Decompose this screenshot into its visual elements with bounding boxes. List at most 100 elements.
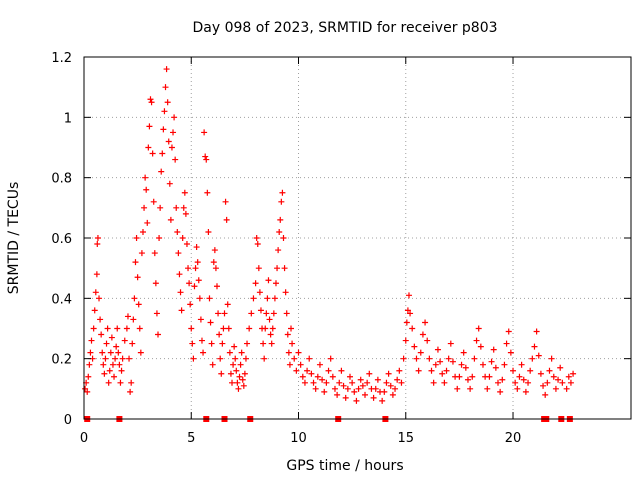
data-point [218,370,225,377]
data-point [226,349,233,356]
data-point [288,325,295,332]
data-point [92,289,99,296]
data-point [165,138,172,145]
data-point [142,174,149,181]
data-point [430,379,437,386]
x-tick-label: 20 [505,431,522,446]
x-tick-label: 0 [80,431,88,446]
data-point [232,355,239,362]
data-point [146,123,153,130]
data-point [325,367,332,374]
data-point [394,376,401,383]
data-point [240,382,247,389]
data-point [233,367,240,374]
data-point [266,316,273,323]
data-point [344,385,351,392]
data-point [340,382,347,389]
data-point [467,385,474,392]
data-point [229,379,236,386]
data-point [426,355,433,362]
data-point [189,340,196,347]
data-point [357,376,364,383]
data-point [128,379,135,386]
data-point [208,340,215,347]
data-point [570,370,577,377]
data-point [283,310,290,317]
data-point [180,204,187,211]
data-point [432,361,439,368]
data-point [234,379,241,386]
data-point [415,367,422,374]
data-point [542,391,549,398]
data-point [289,340,296,347]
data-point [130,316,137,323]
data-point [531,343,538,350]
data-point [355,385,362,392]
data-point [389,391,396,398]
data-point [447,340,454,347]
data-point [85,373,92,380]
data-point [239,376,246,383]
data-point [241,370,248,377]
data-point [127,388,134,395]
data-point [84,388,91,395]
data-point [422,319,429,326]
data-point [441,379,448,386]
data-point [282,289,289,296]
data-point [253,235,260,241]
data-point [216,331,223,338]
data-point [351,388,358,395]
data-point [279,189,286,196]
data-point [222,198,229,205]
data-point [97,316,104,323]
data-point [145,144,152,151]
data-point [321,388,328,395]
data-point [112,355,119,362]
data-point [359,382,366,389]
data-point [148,99,155,106]
data-point [167,216,174,223]
data-point [90,325,97,332]
data-point [203,156,210,163]
data-point [299,373,306,380]
data-point [546,367,553,374]
data-point [516,373,523,380]
data-point [155,331,162,338]
data-point [409,325,416,332]
data-point [181,189,188,196]
data-point [411,343,418,350]
data-point [353,397,360,404]
y-tick-label: 0.2 [51,353,72,368]
data-point [107,349,114,356]
data-point [319,376,326,383]
data-point [449,358,456,365]
data-point [293,367,300,374]
data-point [490,346,497,353]
data-point [131,295,138,302]
data-point [443,367,450,374]
data-point [402,337,409,344]
data-point [510,367,517,374]
data-point [329,373,336,380]
data-point [458,361,465,368]
data-point [104,325,111,332]
data-point [381,388,388,395]
data-point [374,376,381,383]
data-point [269,325,276,332]
data-point [139,228,146,235]
data-point [552,385,559,392]
data-point [276,228,283,235]
data-point [366,370,373,377]
data-point [111,373,118,380]
data-point [505,328,512,335]
data-point [537,370,544,377]
data-point [413,355,420,362]
data-point [492,364,499,371]
data-point [124,313,131,320]
data-point [121,337,128,344]
data-point [346,373,353,380]
data-point [262,325,269,332]
data-point [533,328,540,335]
data-point [153,310,160,317]
data-point [277,216,284,223]
